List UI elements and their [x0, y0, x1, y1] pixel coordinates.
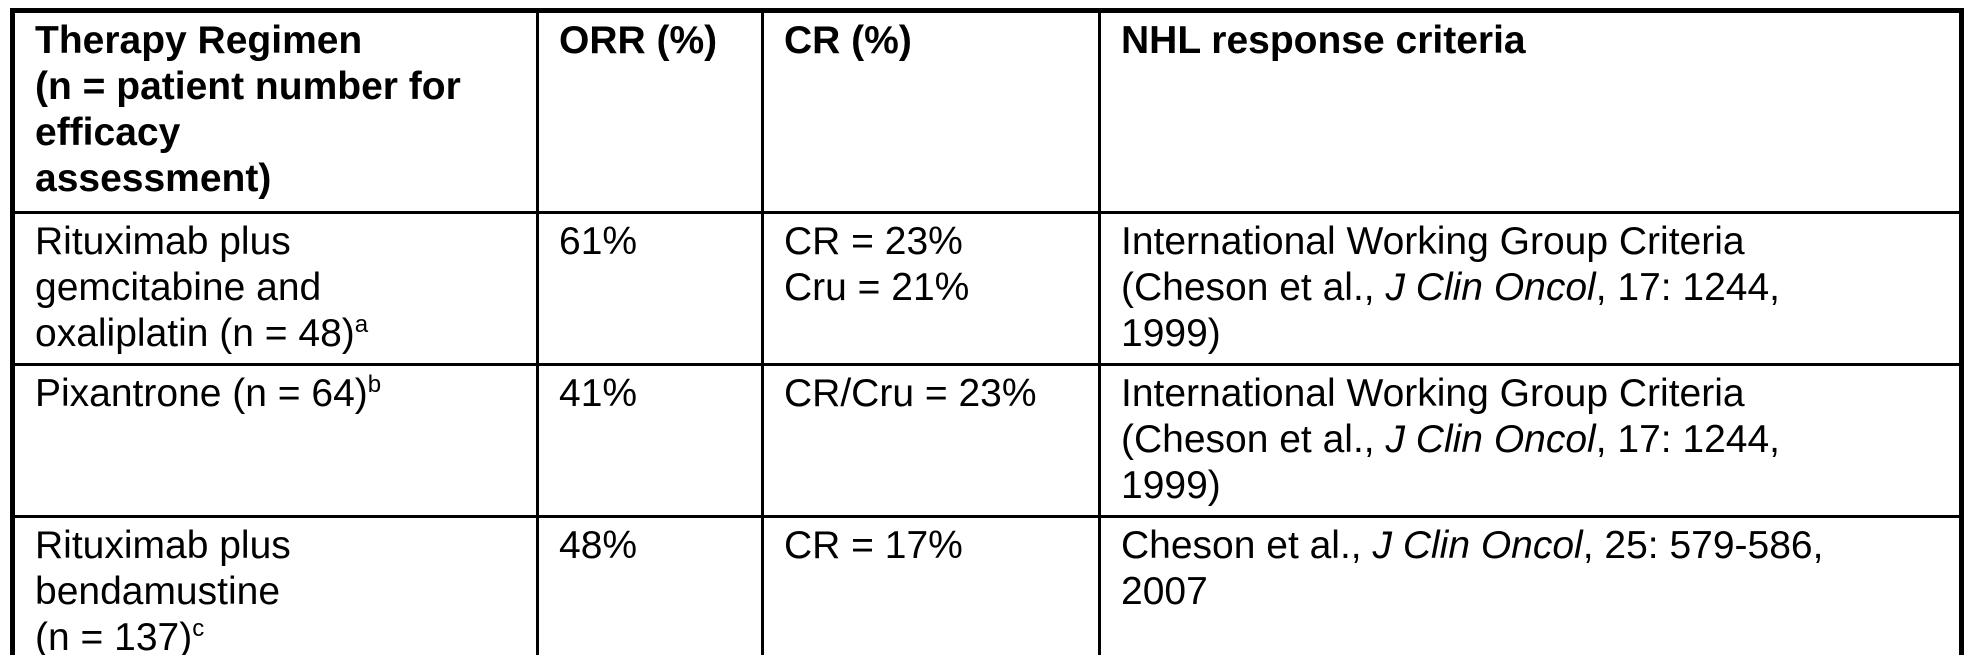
- col-header-therapy-regimen: Therapy Regimen (n = patient number for …: [11, 9, 539, 214]
- criteria-text: , 25: 579-586, 2007: [1121, 524, 1824, 613]
- col-header-orr: ORR (%): [536, 9, 764, 214]
- criteria-cell: International Working Group Criteria (Ch…: [1098, 363, 1963, 518]
- footnote-marker-a: a: [354, 311, 369, 338]
- table-row: Rituximab plus bendamustine (n = 137)c 4…: [11, 515, 1963, 655]
- regimen-text: Rituximab plus bendamustine (n = 137): [35, 524, 291, 655]
- regimen-cell: Pixantrone (n = 64)b: [11, 363, 539, 518]
- footnote-marker-b: b: [367, 371, 382, 398]
- journal-name-italic: J Clin Oncol: [1372, 524, 1583, 567]
- criteria-text: International Working Group Criteria (Ch…: [1121, 372, 1745, 461]
- regimen-text: Rituximab plus gemcitabine and oxaliplat…: [35, 220, 355, 355]
- orr-cell: 48%: [536, 515, 764, 655]
- cr-cell: CR = 23% Cru = 21%: [761, 211, 1101, 366]
- col-header-cr: CR (%): [761, 9, 1101, 214]
- header-row: Therapy Regimen (n = patient number for …: [11, 9, 1963, 214]
- journal-name-italic: J Clin Oncol: [1385, 418, 1596, 461]
- criteria-text: , 17: 1244, 1999): [1121, 418, 1781, 507]
- col-header-nhl-criteria: NHL response criteria: [1098, 9, 1963, 214]
- regimen-cell: Rituximab plus bendamustine (n = 137)c: [11, 515, 539, 655]
- table-row: Pixantrone (n = 64)b 41% CR/Cru = 23% In…: [11, 363, 1963, 518]
- journal-name-italic: J Clin Oncol: [1385, 266, 1596, 309]
- orr-cell: 61%: [536, 211, 764, 366]
- footnote-marker-c: c: [192, 615, 205, 642]
- therapy-response-table: Therapy Regimen (n = patient number for …: [10, 8, 1964, 655]
- criteria-text: Cheson et al.,: [1121, 524, 1373, 567]
- cr-cell: CR/Cru = 23%: [761, 363, 1101, 518]
- criteria-cell: Cheson et al., J Clin Oncol, 25: 579-586…: [1098, 515, 1963, 655]
- regimen-text: Pixantrone (n = 64): [35, 372, 368, 415]
- criteria-cell: International Working Group Criteria (Ch…: [1098, 211, 1963, 366]
- cr-cell: CR = 17%: [761, 515, 1101, 655]
- criteria-text: , 17: 1244, 1999): [1121, 266, 1781, 355]
- orr-cell: 41%: [536, 363, 764, 518]
- table-row: Rituximab plus gemcitabine and oxaliplat…: [11, 211, 1963, 366]
- criteria-text: International Working Group Criteria (Ch…: [1121, 220, 1745, 309]
- regimen-cell: Rituximab plus gemcitabine and oxaliplat…: [11, 211, 539, 366]
